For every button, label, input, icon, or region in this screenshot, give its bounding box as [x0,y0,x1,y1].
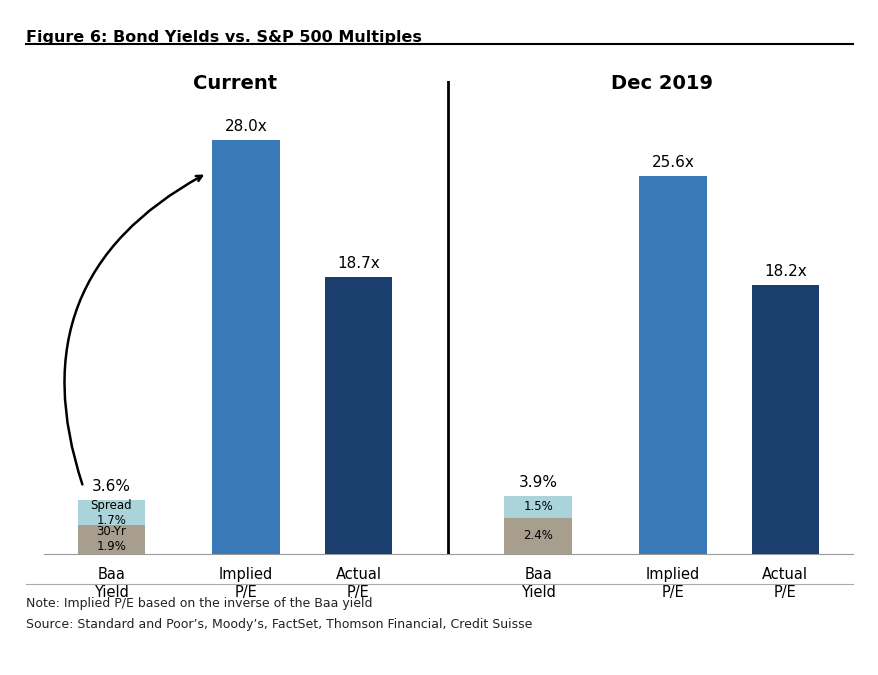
Text: Source: Standard and Poor’s, Moody’s, FactSet, Thomson Financial, Credit Suisse: Source: Standard and Poor’s, Moody’s, Fa… [26,618,532,630]
Text: Current: Current [192,74,277,93]
Bar [504,496,572,518]
Text: Dec 2019: Dec 2019 [610,74,712,93]
Text: 25.6x: 25.6x [651,155,694,169]
Text: 28.0x: 28.0x [225,119,267,134]
Text: Note: Implied P/E based on the inverse of the Baa yield: Note: Implied P/E based on the inverse o… [26,597,372,610]
Bar [324,277,392,554]
Bar [504,518,572,553]
Bar [77,525,145,553]
Text: 2.4%: 2.4% [522,529,552,542]
Bar [638,176,706,554]
Bar [751,285,818,554]
Text: 30-Yr
1.9%: 30-Yr 1.9% [97,525,126,553]
Text: 1.5%: 1.5% [522,500,552,514]
Bar [212,140,279,554]
Text: Spread
1.7%: Spread 1.7% [90,499,132,527]
Text: 18.2x: 18.2x [763,264,806,279]
Text: 3.6%: 3.6% [91,479,131,494]
Text: 18.7x: 18.7x [336,256,379,271]
Bar [77,500,145,525]
Text: 3.9%: 3.9% [518,475,557,490]
Text: Figure 6: Bond Yields vs. S&P 500 Multiples: Figure 6: Bond Yields vs. S&P 500 Multip… [26,30,421,45]
